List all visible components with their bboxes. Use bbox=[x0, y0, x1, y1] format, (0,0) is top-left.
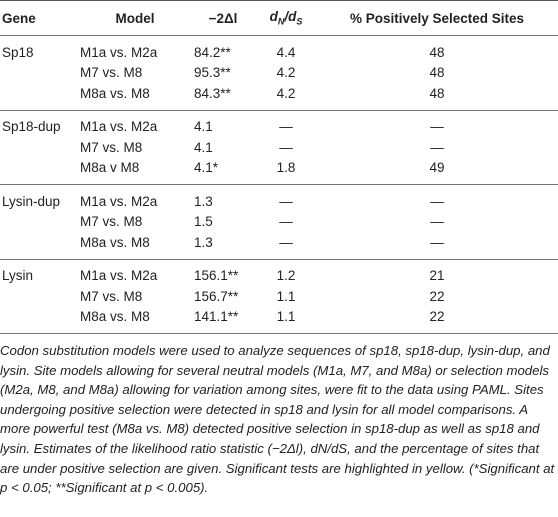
table-cell: M1a vs. M2a bbox=[80, 119, 158, 135]
gene-cell bbox=[0, 157, 80, 185]
table-cell: M7 vs. M8 bbox=[80, 139, 143, 155]
table-cell: — bbox=[279, 214, 293, 230]
table-cell: — bbox=[279, 139, 293, 155]
table-body: Sp18 M1a vs. M2a 84.2** 4.4 48 M7 vs. M8 95.3*… bbox=[0, 36, 558, 334]
gene-cell: Sp18 bbox=[2, 44, 34, 60]
table-cell: 4.2 bbox=[276, 65, 296, 81]
header-cell: % Positively Selected Sites bbox=[316, 0, 558, 36]
gene-cell bbox=[0, 232, 80, 260]
gene-cell bbox=[0, 306, 80, 334]
table-cell: — bbox=[430, 119, 444, 135]
header-cell: Gene bbox=[0, 0, 80, 36]
table-cell: 22 bbox=[316, 306, 558, 334]
table-cell: M8a vs. M8 bbox=[80, 83, 190, 111]
gene-cell: Lysin bbox=[2, 268, 34, 284]
table-cell: M7 vs. M8 bbox=[80, 288, 143, 304]
gene-cell bbox=[0, 137, 80, 158]
table-cell: M8a vs. M8 bbox=[80, 232, 190, 260]
table-cell: 156.1** bbox=[194, 268, 239, 284]
table-cell: 4.2 bbox=[256, 83, 316, 111]
table-row: M7 vs. M8 4.1 — — bbox=[0, 137, 558, 158]
table-cell: — bbox=[430, 193, 444, 209]
table-cell: — bbox=[430, 214, 444, 230]
gene-cell: Sp18-dup bbox=[2, 119, 61, 135]
results-table: Gene Model −2Δl dN/dS % Positively Selec… bbox=[0, 0, 558, 334]
table-cell: 48 bbox=[429, 65, 445, 81]
table-cell: 1.3 bbox=[190, 232, 256, 260]
table-cell: 1.3 bbox=[194, 193, 213, 209]
table-row: M7 vs. M8 156.7** 1.1 22 bbox=[0, 286, 558, 307]
header-row: Gene Model −2Δl dN/dS % Positively Selec… bbox=[0, 0, 558, 36]
table-row: M8a v M8 4.1* 1.8 49 bbox=[0, 157, 558, 185]
table-cell: M1a vs. M2a bbox=[80, 193, 158, 209]
header-cell: −2Δl bbox=[190, 0, 256, 36]
table-row: M8a vs. M8 1.3— — bbox=[0, 232, 558, 260]
header-cell: dN/dS bbox=[256, 0, 316, 36]
table-cell: 141.1** bbox=[190, 306, 256, 334]
table-cell: — bbox=[279, 119, 293, 135]
table-row: Lysin M1a vs. M2a 156.1** 1.2 21 bbox=[0, 259, 558, 286]
table-row: Lysin-dup M1a vs. M2a 1.3 — — bbox=[0, 185, 558, 212]
header-part: N bbox=[277, 16, 285, 27]
gene-cell bbox=[0, 212, 80, 233]
table-cell: 48 bbox=[316, 83, 558, 111]
table-cell: 4.4 bbox=[276, 44, 296, 60]
caption: Codon substitution models were used to a… bbox=[0, 343, 555, 496]
table-cell: 22 bbox=[429, 288, 445, 304]
header-cell: Model bbox=[80, 0, 190, 36]
table-cell: 21 bbox=[429, 268, 445, 284]
table-cell: 4.1 bbox=[194, 139, 213, 155]
table-cell: 1.8 bbox=[256, 157, 316, 185]
table-cell: 1.5 bbox=[194, 214, 213, 230]
table-row: M8a vs. M8 84.3** 4.2 48 bbox=[0, 83, 558, 111]
table-cell: 4.1* bbox=[190, 157, 256, 185]
table-cell: 1.1 bbox=[256, 306, 316, 334]
table-cell: M7 vs. M8 bbox=[80, 214, 143, 230]
table-cell: 84.3** bbox=[190, 83, 256, 111]
gene-cell bbox=[0, 83, 80, 111]
table-cell: — bbox=[430, 139, 444, 155]
table-cell: — bbox=[256, 232, 316, 260]
table-cell: 156.7** bbox=[194, 288, 239, 304]
table-row: Sp18 M1a vs. M2a 84.2** 4.4 48 bbox=[0, 36, 558, 63]
table-cell: — bbox=[316, 232, 558, 260]
table-cell: M1a vs. M2a bbox=[80, 44, 158, 60]
header-part: S bbox=[296, 16, 303, 27]
table-cell: 1.2 bbox=[276, 268, 296, 284]
header-part: d bbox=[269, 9, 278, 25]
table-cell: 1.1 bbox=[276, 288, 296, 304]
header-part: /d bbox=[284, 9, 297, 25]
table-row: M7 vs. M8 1.5 — — bbox=[0, 212, 558, 233]
table-cell: M1a vs. M2a bbox=[80, 268, 158, 284]
table-row: M8a vs. M8 141.1** 1.1 22 bbox=[0, 306, 558, 334]
table-cell: 48 bbox=[429, 44, 445, 60]
table-cell: 84.2** bbox=[194, 44, 231, 60]
table-cell: 4.1 bbox=[194, 119, 213, 135]
gene-cell: Lysin-dup bbox=[2, 193, 61, 209]
table-cell: — bbox=[279, 193, 293, 209]
table-cell: 95.3** bbox=[194, 65, 231, 81]
gene-cell bbox=[0, 286, 80, 307]
table-cell: M7 vs. M8 bbox=[80, 65, 143, 81]
gene-cell bbox=[0, 63, 80, 84]
table-row: M7 vs. M8 95.3** 4.2 48 bbox=[0, 63, 558, 84]
table-cell: 49 bbox=[316, 157, 558, 185]
table-row: Sp18-dup M1a vs. M2a 4.1 — — bbox=[0, 110, 558, 137]
table-cell: M8a v M8 bbox=[80, 157, 190, 185]
table-cell: M8a vs. M8 bbox=[80, 306, 190, 334]
